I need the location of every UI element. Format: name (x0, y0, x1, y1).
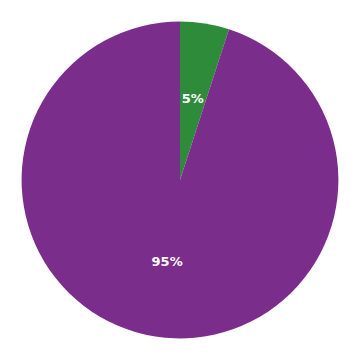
svg-text:95%: 95% (152, 254, 183, 269)
svg-text:5%: 5% (182, 91, 204, 106)
